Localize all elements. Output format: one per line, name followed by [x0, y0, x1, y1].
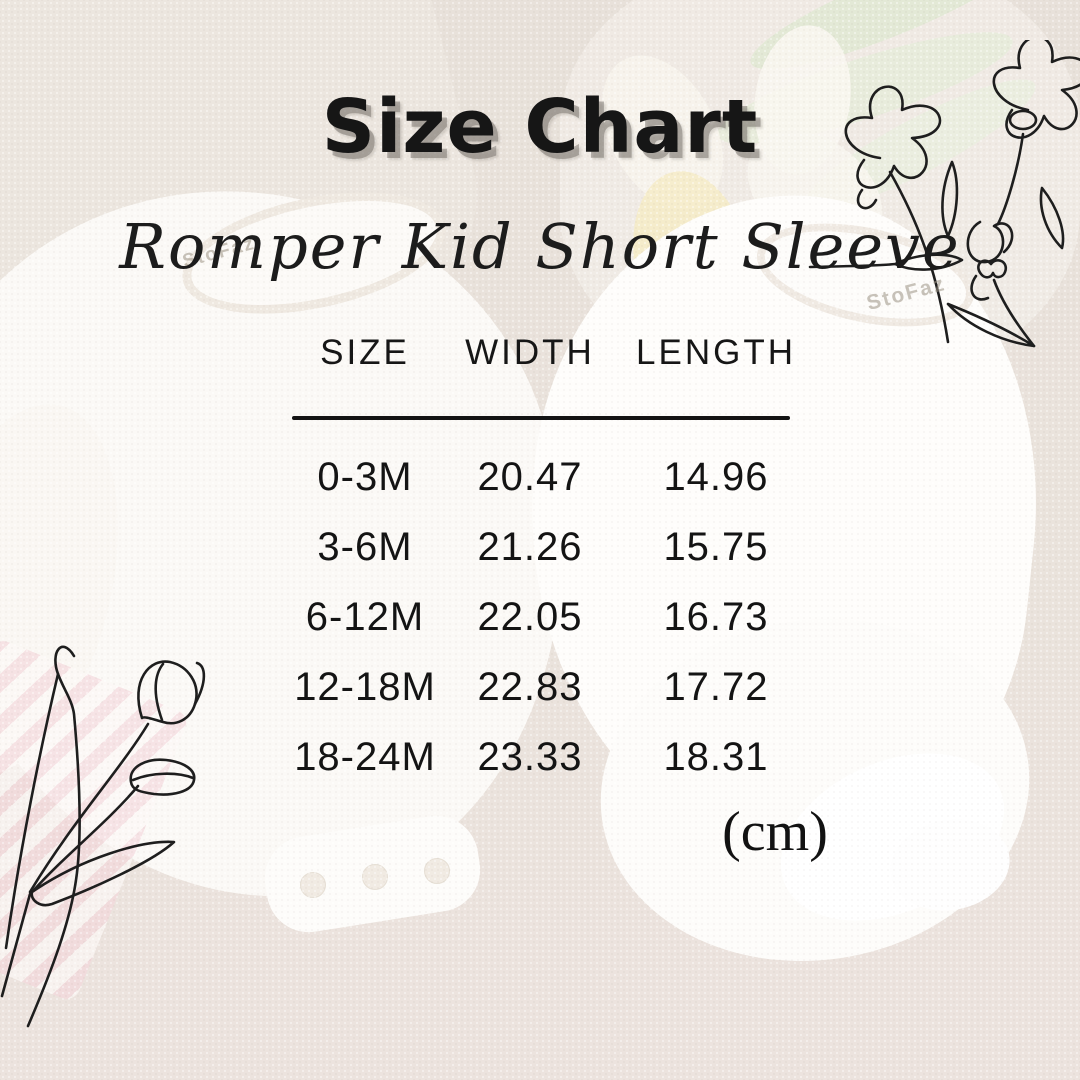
size-cell: 6-12M	[305, 595, 425, 639]
length-cell: 17.72	[663, 665, 769, 709]
unit-note: (cm)	[722, 801, 828, 863]
table-row: 3-6M 21.26 15.75	[290, 512, 812, 582]
snap-button	[424, 858, 450, 884]
width-cell: 23.33	[477, 735, 583, 779]
table-row: 18-24M 23.33 18.31	[290, 722, 812, 792]
size-cell: 18-24M	[294, 735, 436, 779]
length-cell: 16.73	[663, 595, 769, 639]
table-row: 12-18M 22.83 17.72	[290, 652, 812, 722]
size-table: SIZE WIDTH LENGTH 0-3M 20.47 14.96 3-6M …	[290, 330, 812, 792]
width-cell: 21.26	[477, 525, 583, 569]
width-cell: 22.05	[477, 595, 583, 639]
header-divider-line	[292, 416, 790, 420]
page-title: Size Chart	[321, 84, 759, 170]
width-cell: 20.47	[477, 455, 583, 499]
size-cell: 3-6M	[317, 525, 413, 569]
size-cell: 0-3M	[317, 455, 413, 499]
length-cell: 14.96	[663, 455, 769, 499]
table-row: 6-12M 22.05 16.73	[290, 582, 812, 652]
length-cell: 15.75	[663, 525, 769, 569]
table-row: 0-3M 20.47 14.96	[290, 442, 812, 512]
size-cell: 12-18M	[294, 665, 436, 709]
column-header-width: WIDTH	[465, 333, 595, 372]
table-body: 0-3M 20.47 14.96 3-6M 21.26 15.75 6-12M …	[290, 442, 812, 792]
length-cell: 18.31	[663, 735, 769, 779]
width-cell: 22.83	[477, 665, 583, 709]
product-subtitle: Romper Kid Short Sleeve	[119, 210, 961, 283]
snap-button	[362, 864, 388, 890]
column-header-length: LENGTH	[636, 333, 796, 372]
snap-button	[300, 872, 326, 898]
table-header-row: SIZE WIDTH LENGTH	[290, 330, 812, 376]
column-header-size: SIZE	[320, 333, 410, 372]
